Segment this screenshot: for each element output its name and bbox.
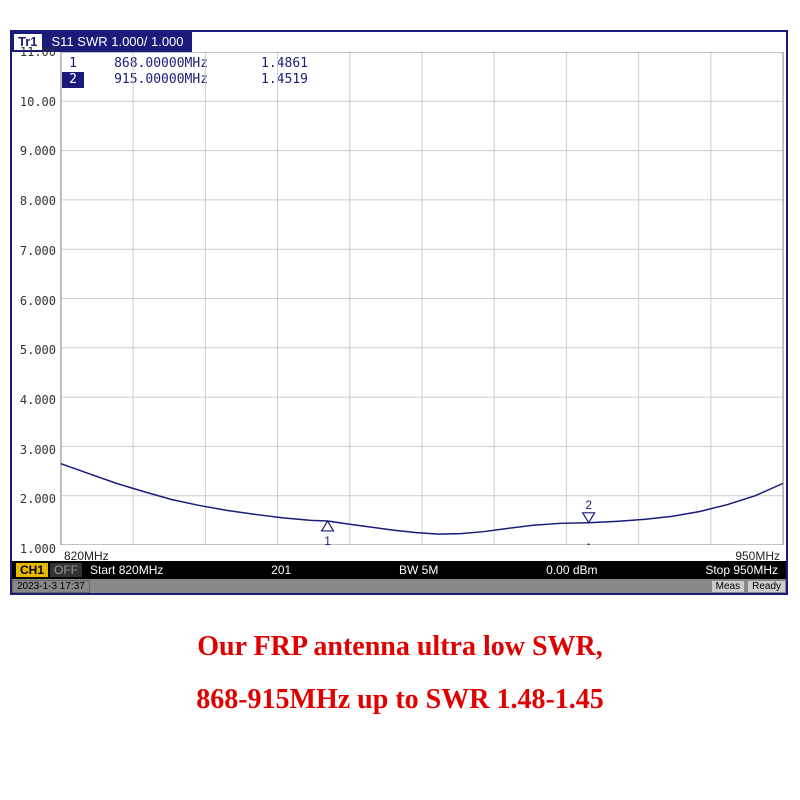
status-bw: BW 5M — [399, 563, 438, 577]
caption-line2: 868-915MHz up to SWR 1.48-1.45 — [0, 673, 800, 726]
status-stop: Stop 950MHz — [705, 563, 778, 577]
off-badge: OFF — [50, 563, 82, 577]
status-power: 0.00 dBm — [546, 563, 597, 577]
status-bar: CH1 OFF Start 820MHz 201 BW 5M 0.00 dBm … — [12, 561, 786, 579]
svg-text:1: 1 — [324, 534, 331, 545]
caption-text: Our FRP antenna ultra low SWR, 868-915MH… — [0, 620, 800, 726]
meas-indicator: Meas — [711, 580, 745, 593]
status-start: Start 820MHz — [90, 563, 163, 577]
ready-indicator: Ready — [747, 580, 786, 593]
caption-line1: Our FRP antenna ultra low SWR, — [0, 620, 800, 673]
y-axis-labels: 11.0010.009.0008.0007.0006.0005.0004.000… — [14, 52, 58, 545]
timestamp-bar: 2023-1-3 17:37 Meas Ready — [12, 579, 786, 593]
analyzer-screen: Tr1 S11 SWR 1.000/ 1.000 1868.00000MHz1.… — [10, 30, 788, 595]
status-points: 201 — [271, 563, 291, 577]
plot-area: 12 — [60, 52, 784, 545]
swr-chart-svg: 12 — [60, 52, 784, 545]
timestamp-text: 2023-1-3 17:37 — [12, 580, 90, 593]
channel-badge: CH1 — [16, 563, 48, 577]
svg-text:2: 2 — [585, 498, 592, 512]
trace-label: S11 SWR 1.000/ 1.000 — [44, 32, 192, 52]
